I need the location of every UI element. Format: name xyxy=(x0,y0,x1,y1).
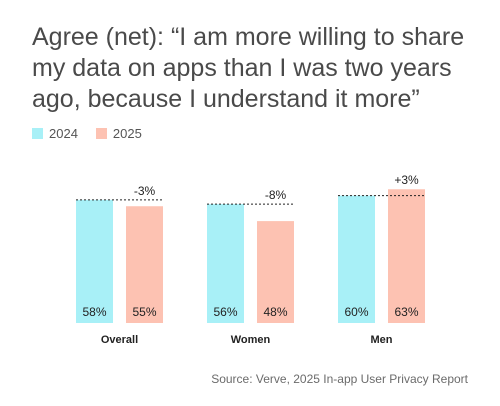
legend-label-2024: 2024 xyxy=(49,126,78,141)
bar-women-2025 xyxy=(257,221,294,323)
chart-title: Agree (net): “I am more willing to share… xyxy=(32,23,465,113)
value-label-overall-2025: 55% xyxy=(132,305,156,319)
value-label-women-2024: 56% xyxy=(213,305,237,319)
category-label-women: Women xyxy=(231,334,271,346)
bar-overall-2024 xyxy=(76,199,113,323)
change-label-overall: -3% xyxy=(134,184,156,198)
bar-men-2025 xyxy=(388,189,425,323)
bar-overall-2025 xyxy=(126,206,163,323)
category-label-men: Men xyxy=(371,334,393,346)
legend-item-2024: 2024 xyxy=(32,126,78,141)
change-label-men: +3% xyxy=(394,173,419,187)
legend-swatch-2025 xyxy=(95,128,107,139)
bar-men-2024 xyxy=(338,195,375,323)
bar-women-2024 xyxy=(207,204,244,323)
source-note: Source: Verve, 2025 In-app User Privacy … xyxy=(211,372,468,386)
legend-swatch-2024 xyxy=(32,128,43,139)
value-label-men-2024: 60% xyxy=(344,305,368,319)
legend-item-2025: 2025 xyxy=(95,126,142,141)
value-label-overall-2024: 58% xyxy=(82,305,106,319)
category-label-overall: Overall xyxy=(101,334,138,346)
legend-label-2025: 2025 xyxy=(112,126,142,141)
legend: 2024 2025 xyxy=(32,126,142,141)
change-label-women: -8% xyxy=(265,188,287,202)
value-label-men-2025: 63% xyxy=(394,305,418,319)
value-label-women-2025: 48% xyxy=(263,305,287,319)
